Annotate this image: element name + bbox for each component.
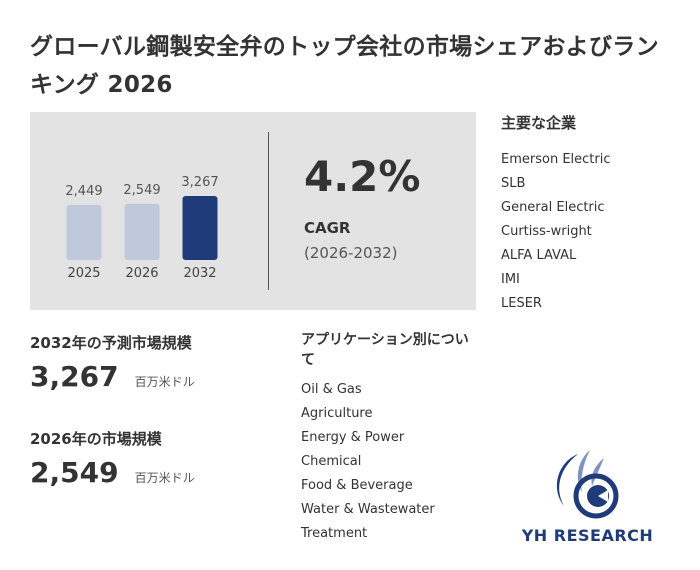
yh-research-logo: YH RESEARCH bbox=[520, 448, 655, 548]
application-item: Chemical bbox=[301, 454, 362, 469]
application-item: Food & Beverage bbox=[301, 478, 413, 493]
applications: アプリケーション別について Oil & Gas Agriculture Ener… bbox=[301, 330, 481, 546]
application-item: Agriculture bbox=[301, 406, 373, 421]
current-unit: 百万米ドル bbox=[134, 471, 195, 485]
company-item: SLB bbox=[501, 176, 526, 191]
cagr-period: (2026-2032) bbox=[304, 244, 398, 262]
bar-value-label: 3,267 bbox=[181, 175, 218, 190]
category-label: 2032 bbox=[183, 266, 216, 281]
bar-value-label: 2,449 bbox=[65, 184, 102, 199]
forecast-title: 2032年の予測市場規模 bbox=[30, 334, 192, 352]
logo-text: YH RESEARCH bbox=[521, 526, 654, 545]
logo-mark-icon bbox=[556, 450, 619, 519]
bar-value-label: 2,549 bbox=[123, 183, 160, 198]
bar-chart: 2,449 2025 2,549 2026 3,267 2032 bbox=[65, 175, 218, 281]
company-item: LESER bbox=[501, 296, 542, 311]
cagr-value: 4.2% bbox=[304, 152, 421, 201]
chart-panel: 2,449 2025 2,549 2026 3,267 2032 4.2% CAGR (2… bbox=[30, 112, 476, 310]
key-companies: 主要な企業 Emerson Electric SLB General Elect… bbox=[501, 112, 691, 316]
application-item: Treatment bbox=[301, 526, 368, 541]
cagr-label: CAGR bbox=[304, 219, 351, 237]
application-item: Water & Wastewater bbox=[301, 502, 435, 517]
companies-title: 主要な企業 bbox=[501, 114, 577, 132]
applications-title: アプリケーション別について bbox=[301, 332, 469, 368]
forecast-stat: 2032年の予測市場規模 3,267 百万米ドル bbox=[30, 332, 195, 393]
category-label: 2026 bbox=[125, 266, 158, 281]
bar-2025 bbox=[66, 204, 102, 260]
company-item: General Electric bbox=[501, 200, 605, 215]
company-item: ALFA LAVAL bbox=[501, 248, 577, 263]
application-item: Oil & Gas bbox=[301, 382, 362, 397]
company-item: Curtiss-wright bbox=[501, 224, 592, 239]
page-title: グローバル鋼製安全弁のトップ会社の市場シェアおよびランキング 2026 bbox=[30, 34, 659, 98]
forecast-unit: 百万米ドル bbox=[134, 375, 195, 389]
forecast-value: 3,267 bbox=[30, 360, 119, 393]
category-label: 2025 bbox=[67, 266, 100, 281]
company-item: Emerson Electric bbox=[501, 152, 611, 167]
current-value: 2,549 bbox=[30, 456, 119, 489]
current-stat: 2026年の市場規模 2,549 百万米ドル bbox=[30, 428, 195, 489]
current-title: 2026年の市場規模 bbox=[30, 430, 162, 448]
company-item: IMI bbox=[501, 272, 520, 287]
application-item: Energy & Power bbox=[301, 430, 405, 445]
bar-2026 bbox=[124, 203, 160, 260]
bar-2032 bbox=[182, 196, 218, 260]
divider bbox=[268, 132, 269, 290]
